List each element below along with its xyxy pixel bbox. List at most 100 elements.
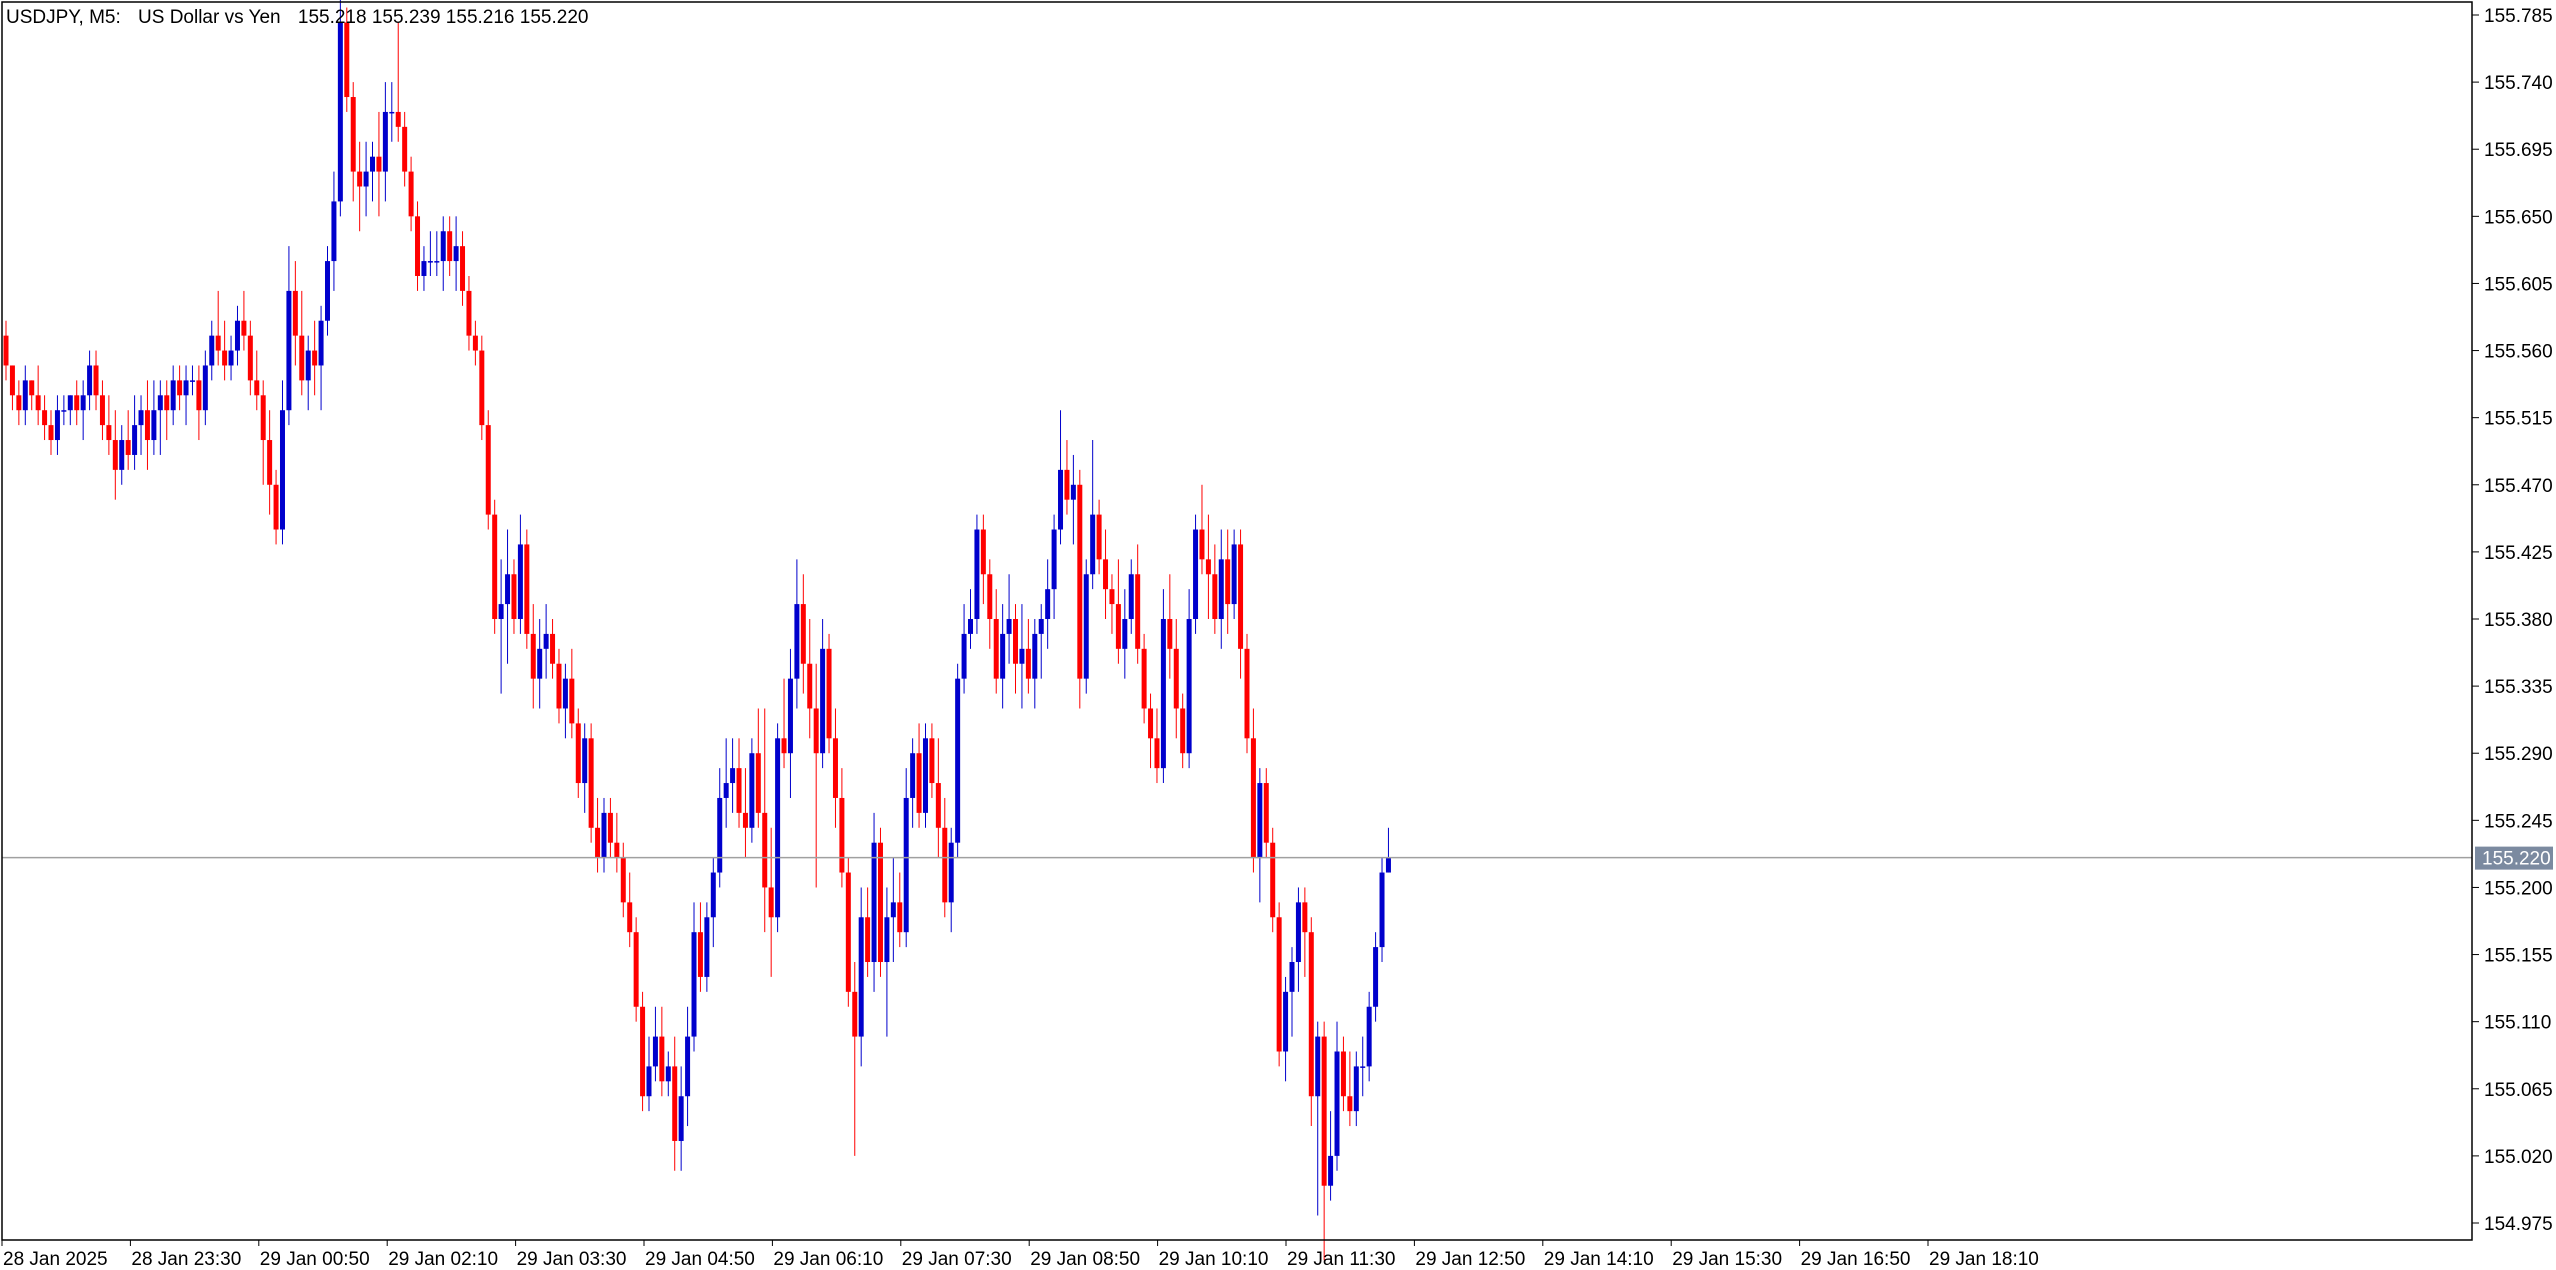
candle-body bbox=[691, 932, 697, 1037]
candle bbox=[1340, 1036, 1346, 1112]
time-tick-label: 29 Jan 12:50 bbox=[1415, 1249, 1525, 1270]
candle bbox=[1115, 559, 1121, 664]
candle-body bbox=[106, 425, 112, 441]
price-tick-label: 155.290 bbox=[2484, 744, 2553, 765]
candle bbox=[305, 335, 311, 411]
candle bbox=[768, 827, 774, 977]
candle-body bbox=[852, 991, 858, 1037]
candle-body bbox=[607, 812, 613, 843]
time-axis[interactable]: 28 Jan 2025 28 Jan 23:30 29 Jan 00:50 29 Ja… bbox=[1, 1240, 2039, 1270]
time-tick-label: 29 Jan 08:50 bbox=[1030, 1249, 1140, 1270]
candle-body bbox=[640, 1006, 646, 1097]
candle-body bbox=[1141, 648, 1147, 709]
candle bbox=[1276, 902, 1282, 1067]
candle bbox=[260, 380, 266, 485]
candle-body bbox=[910, 753, 916, 798]
candle-body bbox=[800, 604, 806, 664]
candle-body bbox=[267, 440, 273, 485]
candle-body bbox=[460, 246, 466, 291]
candle bbox=[1250, 708, 1256, 873]
candle-body bbox=[74, 395, 80, 411]
price-tick-label: 155.740 bbox=[2484, 73, 2553, 94]
candle bbox=[344, 7, 350, 112]
candle bbox=[562, 663, 568, 739]
candle bbox=[138, 395, 144, 455]
price-tick-label: 155.110 bbox=[2484, 1013, 2551, 1034]
candle bbox=[453, 216, 459, 291]
candle-body bbox=[202, 365, 208, 411]
candle bbox=[421, 246, 427, 291]
candle bbox=[22, 365, 28, 426]
candle-body bbox=[794, 604, 800, 679]
candle-body bbox=[1032, 633, 1038, 679]
candle bbox=[685, 1006, 691, 1127]
candle-body bbox=[144, 410, 150, 441]
candle-body bbox=[569, 678, 575, 724]
candle-body bbox=[1122, 619, 1128, 649]
candle-body bbox=[897, 902, 903, 933]
candle bbox=[775, 723, 781, 933]
candle-body bbox=[1025, 648, 1031, 679]
candle bbox=[543, 604, 549, 679]
candle bbox=[807, 619, 813, 739]
price-axis[interactable]: 155.785 155.740 155.695 155.650 155.605 155.5… bbox=[2472, 6, 2553, 1235]
candle-body bbox=[865, 917, 871, 963]
candle-body bbox=[685, 1036, 691, 1097]
candle-body bbox=[453, 246, 459, 262]
time-tick-label: 29 Jan 14:10 bbox=[1544, 1249, 1654, 1270]
candle-body bbox=[1051, 529, 1057, 590]
candle bbox=[16, 380, 22, 426]
candle bbox=[112, 410, 118, 500]
candle bbox=[968, 589, 973, 649]
candle-body bbox=[234, 320, 240, 351]
candle-body bbox=[755, 753, 761, 813]
candle bbox=[151, 380, 157, 455]
candle bbox=[357, 141, 363, 232]
candle bbox=[961, 604, 967, 694]
candle bbox=[1000, 604, 1006, 709]
candle bbox=[710, 857, 716, 948]
candle-body bbox=[260, 395, 266, 441]
candle bbox=[1321, 1021, 1327, 1261]
price-tick-label: 155.020 bbox=[2484, 1147, 2553, 1168]
candle-body bbox=[61, 410, 67, 412]
candle-body bbox=[292, 290, 298, 336]
candle-body bbox=[1038, 619, 1044, 634]
time-tick-label: 29 Jan 04:50 bbox=[645, 1249, 755, 1270]
candle bbox=[922, 723, 928, 828]
candle bbox=[363, 141, 369, 217]
candle-body bbox=[466, 290, 472, 336]
candle-body bbox=[646, 1066, 652, 1097]
candle-body bbox=[402, 126, 408, 172]
candle-body bbox=[1199, 529, 1205, 560]
candle-body bbox=[485, 425, 491, 515]
candle bbox=[1109, 574, 1115, 634]
candle bbox=[292, 261, 298, 366]
candle-body bbox=[350, 97, 356, 172]
candle-body bbox=[723, 783, 729, 798]
candle bbox=[87, 350, 93, 411]
candle bbox=[54, 395, 60, 455]
time-tick-label: 29 Jan 03:30 bbox=[517, 1249, 627, 1270]
candle-body bbox=[408, 171, 414, 217]
time-tick-label: 29 Jan 11:30 bbox=[1287, 1249, 1395, 1270]
candle bbox=[884, 887, 890, 1037]
candle-body bbox=[151, 410, 157, 441]
candle bbox=[460, 231, 466, 306]
time-tick-label: 29 Jan 02:10 bbox=[388, 1249, 498, 1270]
candle bbox=[234, 305, 240, 366]
candle-body bbox=[987, 574, 993, 619]
candle-body bbox=[1353, 1066, 1359, 1112]
price-tick-label: 155.650 bbox=[2484, 207, 2553, 228]
candle bbox=[730, 738, 736, 813]
candle-body bbox=[325, 261, 330, 321]
candle-body bbox=[54, 410, 60, 441]
candle-body bbox=[1186, 619, 1192, 754]
candle bbox=[1154, 708, 1160, 784]
candle-body bbox=[1000, 633, 1006, 679]
candle-body bbox=[1096, 514, 1102, 560]
time-tick-label: 28 Jan 23:30 bbox=[131, 1249, 241, 1270]
candle-body bbox=[421, 261, 427, 276]
